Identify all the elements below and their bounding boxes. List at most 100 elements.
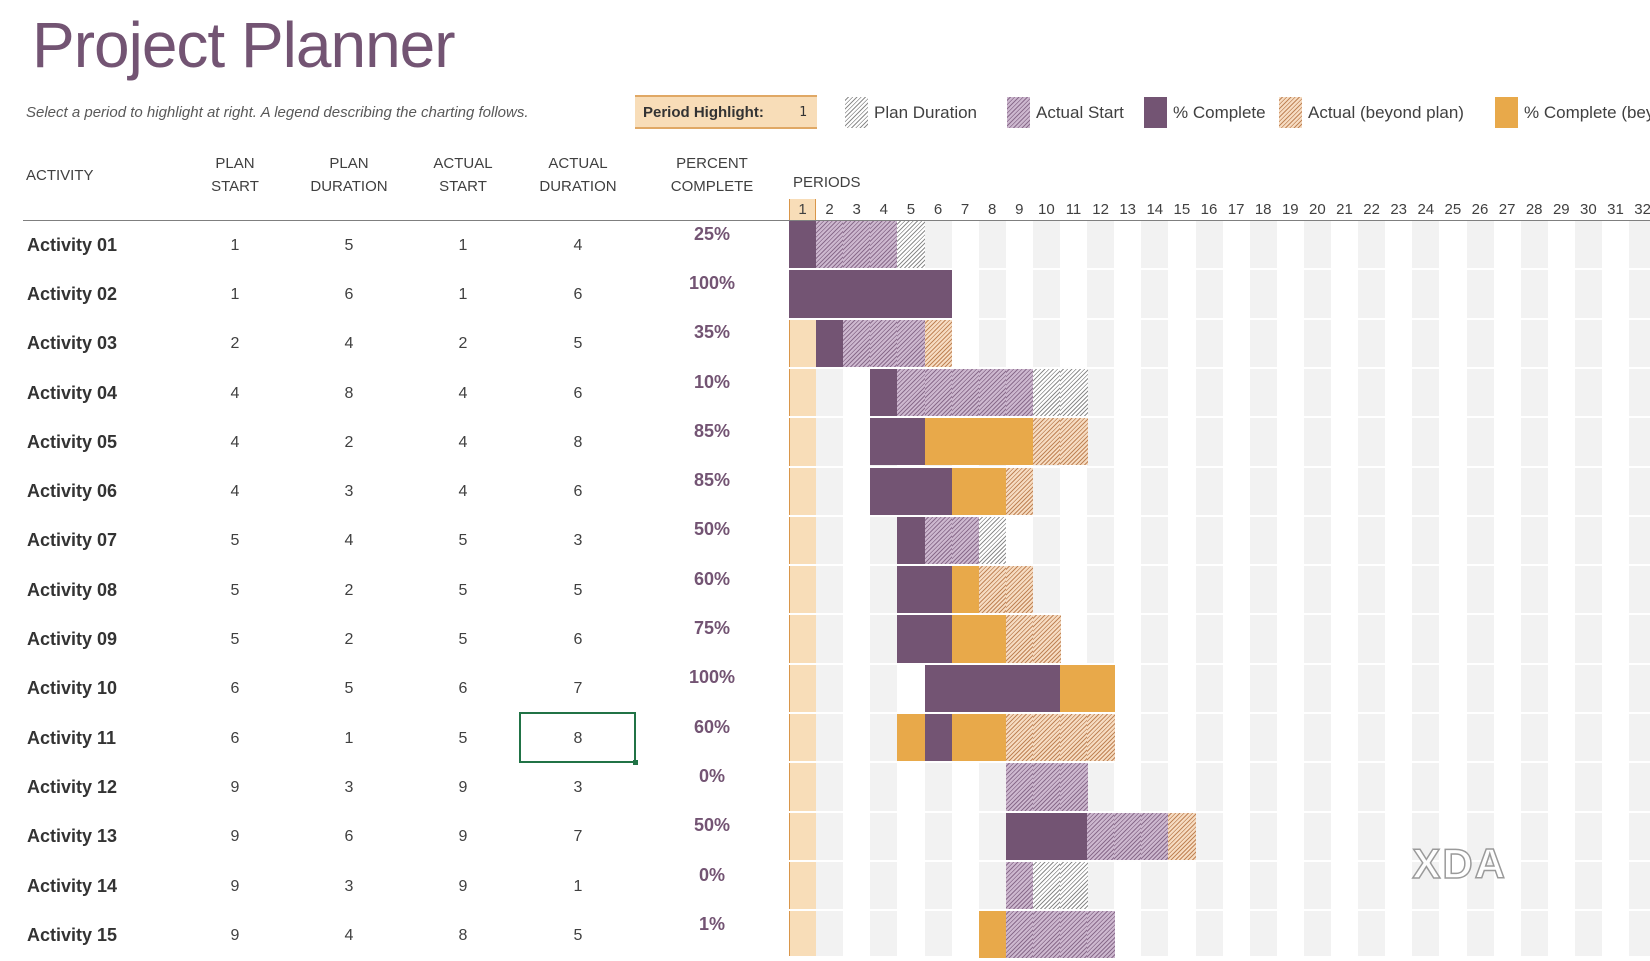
plan-start-cell[interactable]: 2 [230,335,240,353]
actual-duration-cell[interactable]: 1 [573,877,583,895]
activity-name[interactable]: Activity 15 [27,924,118,945]
actual-duration-cell[interactable]: 6 [573,285,583,303]
plan-start-cell[interactable]: 6 [230,729,240,747]
plan-start-cell[interactable]: 5 [230,581,240,599]
period-number[interactable]: 8 [988,201,997,218]
activity-name[interactable]: Activity 07 [27,530,118,551]
plan-duration-cell[interactable]: 4 [344,532,354,550]
plan-start-cell[interactable]: 9 [230,828,240,846]
period-highlight-field[interactable]: Period Highlight: 1 [635,95,817,129]
percent-complete-cell[interactable]: 60% [693,716,731,737]
activity-name[interactable]: Activity 06 [27,481,118,502]
actual-start-cell[interactable]: 5 [458,631,468,649]
period-number[interactable]: 6 [933,201,943,218]
period-number[interactable]: 18 [1254,201,1272,218]
activity-name[interactable]: Activity 03 [27,333,118,354]
actual-duration-cell[interactable]: 8 [573,729,583,747]
activity-name[interactable]: Activity 08 [27,579,118,600]
period-number[interactable]: 3 [852,201,861,218]
percent-complete-cell[interactable]: 85% [693,420,731,441]
percent-complete-cell[interactable]: 50% [693,519,731,540]
actual-duration-cell[interactable]: 6 [573,483,583,501]
activity-name[interactable]: Activity 11 [27,727,117,748]
percent-complete-cell[interactable]: 60% [693,568,731,589]
actual-start-cell[interactable]: 1 [458,285,468,303]
activity-name[interactable]: Activity 01 [27,234,118,255]
actual-duration-cell[interactable]: 3 [573,532,583,550]
period-number[interactable]: 29 [1552,201,1570,218]
period-number[interactable]: 7 [960,201,970,218]
actual-start-cell[interactable]: 5 [458,729,468,747]
activity-name[interactable]: Activity 10 [27,678,118,699]
percent-complete-cell[interactable]: 85% [693,470,731,491]
period-number[interactable]: 30 [1580,201,1597,218]
percent-complete-cell[interactable]: 100% [688,667,736,688]
activity-name[interactable]: Activity 05 [27,431,118,452]
plan-start-cell[interactable]: 1 [230,285,240,303]
actual-start-cell[interactable]: 5 [458,532,468,550]
plan-duration-cell[interactable]: 2 [344,433,354,451]
plan-duration-cell[interactable]: 4 [344,926,354,944]
percent-complete-cell[interactable]: 75% [693,618,731,639]
actual-duration-cell[interactable]: 7 [573,828,583,846]
period-number[interactable]: 23 [1390,201,1408,218]
plan-start-cell[interactable]: 4 [230,483,240,501]
period-number[interactable]: 17 [1227,201,1245,218]
activity-name[interactable]: Activity 02 [27,283,118,304]
plan-start-cell[interactable]: 5 [230,532,240,550]
actual-start-cell[interactable]: 4 [458,384,468,402]
percent-complete-cell[interactable]: 35% [693,322,731,343]
actual-duration-cell[interactable]: 5 [573,335,583,353]
period-number[interactable]: 9 [1015,201,1024,218]
period-number[interactable]: 4 [879,201,888,218]
period-number[interactable]: 22 [1363,201,1380,218]
activity-name[interactable]: Activity 13 [27,826,118,847]
actual-start-cell[interactable]: 2 [458,335,468,353]
period-number[interactable]: 15 [1173,201,1191,218]
period-number[interactable]: 5 [906,201,916,218]
actual-start-cell[interactable]: 9 [458,877,468,895]
actual-duration-cell[interactable]: 6 [573,631,583,649]
period-number[interactable]: 16 [1200,201,1218,218]
percent-complete-cell[interactable]: 50% [693,815,731,836]
plan-duration-cell[interactable]: 5 [344,236,354,254]
actual-duration-cell[interactable]: 4 [573,236,583,254]
plan-start-cell[interactable]: 5 [230,631,240,649]
activity-name[interactable]: Activity 14 [27,875,118,896]
period-highlight-value[interactable]: 1 [799,105,807,120]
period-number[interactable]: 20 [1309,201,1326,218]
period-number[interactable]: 31 [1607,201,1624,218]
plan-duration-cell[interactable]: 1 [344,729,354,747]
activity-name[interactable]: Activity 12 [27,776,118,797]
period-number[interactable]: 13 [1119,201,1137,218]
actual-duration-cell[interactable]: 6 [573,384,583,402]
actual-start-cell[interactable]: 4 [458,433,468,451]
actual-duration-cell[interactable]: 5 [573,926,583,944]
actual-start-cell[interactable]: 5 [458,581,468,599]
actual-duration-cell[interactable]: 5 [573,581,583,599]
plan-start-cell[interactable]: 9 [230,926,240,944]
period-number[interactable]: 2 [825,201,834,218]
period-number[interactable]: 21 [1336,201,1353,218]
period-number[interactable]: 26 [1471,201,1489,218]
percent-complete-cell[interactable]: 0% [698,864,725,885]
activity-name[interactable]: Activity 09 [27,629,118,650]
actual-start-cell[interactable]: 8 [458,926,468,944]
plan-start-cell[interactable]: 4 [230,433,240,451]
plan-duration-cell[interactable]: 6 [344,285,354,303]
percent-complete-cell[interactable]: 0% [698,765,725,786]
period-number[interactable]: 11 [1065,201,1082,218]
period-number[interactable]: 24 [1417,201,1435,218]
actual-start-cell[interactable]: 6 [458,680,468,698]
plan-duration-cell[interactable]: 2 [344,631,354,649]
plan-duration-cell[interactable]: 8 [344,384,354,402]
actual-start-cell[interactable]: 4 [458,483,468,501]
plan-duration-cell[interactable]: 5 [344,680,354,698]
period-number[interactable]: 1 [789,199,816,220]
percent-complete-cell[interactable]: 25% [693,223,731,244]
plan-start-cell[interactable]: 1 [230,236,240,254]
actual-start-cell[interactable]: 9 [458,828,468,846]
period-number[interactable]: 14 [1146,201,1164,218]
plan-duration-cell[interactable]: 2 [344,581,354,599]
plan-start-cell[interactable]: 9 [230,877,240,895]
